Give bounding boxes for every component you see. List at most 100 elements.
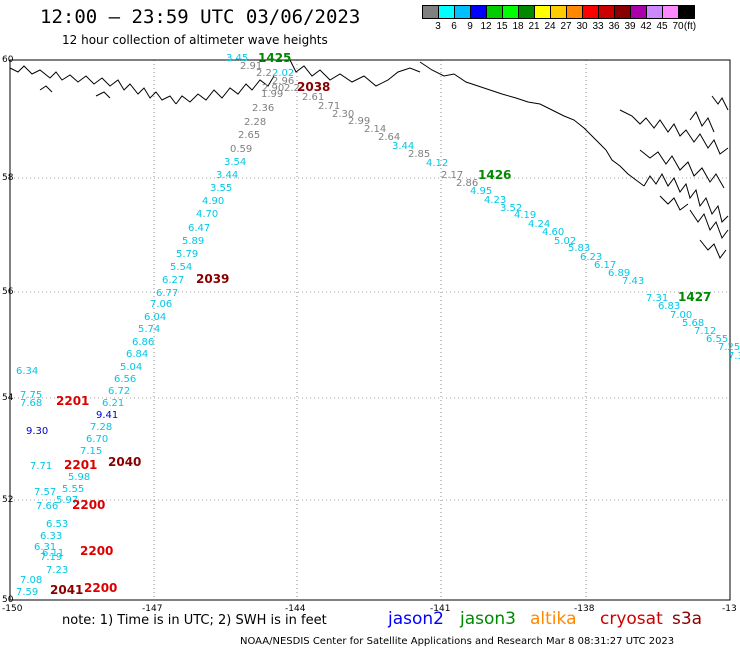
color-scale-tick: 21 [528, 21, 540, 32]
swh-value: 4.60 [542, 227, 564, 238]
swh-value: 5.83 [568, 243, 590, 254]
swh-value: 2.99 [348, 116, 370, 127]
swh-value: 2.17 [441, 170, 463, 181]
swh-value: 4.95 [470, 186, 492, 197]
track-cyan-b: 3.44 4.12 4.95 4.23 3.52 4.19 4.24 4.60 … [392, 141, 740, 362]
swh-value: 6.27 [162, 275, 184, 286]
time-label-cryosat: 2200 [80, 544, 113, 558]
swh-value: 6.77 [156, 288, 178, 299]
lat-label: 58 [2, 173, 14, 183]
swh-value: 6.72 [108, 386, 130, 397]
legend-s3a: s3a [672, 609, 703, 629]
legend-jason3: jason3 [460, 609, 516, 629]
color-scale-tick: 45 [656, 21, 668, 32]
swh-value: 4.23 [484, 195, 506, 206]
swh-value: 7.43 [622, 276, 644, 287]
swh-value: 6.23 [580, 252, 602, 263]
lon-label: -141 [430, 604, 450, 614]
swh-value: 6.04 [144, 312, 166, 323]
swh-value: 6.47 [188, 223, 210, 234]
swh-value: 6.21 [102, 398, 124, 409]
swh-value: 7.15 [80, 446, 102, 457]
time-label-jason3: 1427 [678, 290, 711, 304]
color-scale-tick: 30 [576, 21, 588, 32]
color-scale-tick: 39 [624, 21, 636, 32]
swh-value: 4.90 [202, 196, 224, 207]
color-scale-tick: 6 [451, 21, 457, 32]
graticule [10, 60, 730, 600]
lon-label: -150 [2, 604, 23, 614]
time-label-cryosat: 2201 [64, 458, 97, 472]
swh-value: 7.12 [694, 326, 716, 337]
swh-value: 7.3 [728, 351, 740, 362]
swh-value: 7.00 [670, 310, 692, 321]
swh-value: 3.52 [500, 203, 522, 214]
color-scale-tick: 12 [480, 21, 492, 32]
swh-value: 2.96 [272, 76, 294, 87]
swh-value: 6.84 [126, 349, 148, 360]
lon-label: -13 [722, 604, 737, 614]
track-gray-b: 2.61 2.71 2.30 2.99 2.14 2.64 2.85 2.17 … [302, 92, 478, 189]
swh-value: 2.90 [262, 83, 284, 94]
page-title: 12:00 – 23:59 UTC 03/06/2023 [40, 6, 361, 28]
swh-value: 2.65 [238, 130, 260, 141]
swh-value: 7.71 [30, 461, 52, 472]
latitude-labels: 60 58 56 54 52 50 [2, 55, 14, 605]
swh-value: 2.85 [408, 149, 430, 160]
legend-cryosat: cryosat [600, 609, 663, 629]
track-gray-a: 2.91 2.2 1.99 2.36 2.28 2.65 0.59 2.96 2… [230, 61, 300, 155]
swh-value: 5.02 [554, 236, 576, 247]
swh-value: 6.11 [42, 548, 64, 559]
swh-value: 2.30 [332, 109, 354, 120]
swh-value: 7.75 [20, 390, 42, 401]
swh-value: 7.68 [20, 398, 42, 409]
time-label-s3a: 2038 [297, 80, 330, 94]
swh-value: 6.89 [608, 268, 630, 279]
swh-value: 7.57 [34, 487, 56, 498]
swh-value: 3.45 [226, 53, 248, 64]
color-scale-tick: 24 [544, 21, 556, 32]
color-scale-tick: 15 [496, 21, 508, 32]
time-label-s3a: 2041 [50, 583, 83, 597]
swh-value: 7.25 [718, 342, 740, 353]
time-labels: 1425 1426 1427 2038 2039 2040 2041 2201 … [50, 51, 711, 597]
swh-value: 2.2 [284, 83, 300, 94]
swh-value: 2.36 [252, 103, 274, 114]
swh-value: 2.71 [318, 101, 340, 112]
swh-value: 3.44 [216, 170, 238, 181]
swh-value: 2.86 [456, 178, 478, 189]
swh-value: 7.06 [150, 299, 172, 310]
color-scale-tick: 18 [512, 21, 524, 32]
color-swatch [678, 5, 695, 19]
swh-value: 5.55 [62, 484, 84, 495]
swh-value: 2.28 [244, 117, 266, 128]
swh-value: 5.79 [176, 249, 198, 260]
color-scale-tick: 9 [467, 21, 473, 32]
time-label-jason3: 1426 [478, 168, 511, 182]
legend-jason2: jason2 [388, 609, 444, 629]
color-scale-bar [422, 5, 695, 19]
lon-label: -144 [285, 604, 306, 614]
color-scale-unit: (ft) [683, 21, 697, 32]
swh-value: 6.56 [114, 374, 136, 385]
color-scale-labels: 3 6 9 12 15 18 21 24 27 30 33 36 39 42 45 70 (ft) [422, 21, 740, 33]
swh-value: 2.02 [272, 68, 294, 79]
swh-value: 2.2 [256, 68, 272, 79]
color-scale-tick: 3 [435, 21, 441, 32]
credit-line: NOAA/NESDIS Center for Satellite Applica… [240, 636, 675, 647]
swh-value: 6.86 [132, 337, 154, 348]
swh-value: 1.99 [261, 89, 283, 100]
color-scale-tick: 36 [608, 21, 620, 32]
lon-label: -138 [574, 604, 595, 614]
swh-value: 7.08 [20, 575, 42, 586]
coastline [9, 59, 729, 259]
swh-value: 9.41 [96, 410, 118, 421]
time-label-jason3: 1425 [258, 51, 291, 65]
swh-value: 7.28 [90, 422, 112, 433]
swh-value: 7.66 [36, 501, 58, 512]
swh-value: 5.74 [138, 324, 160, 335]
swh-value: 5.04 [120, 362, 142, 373]
color-scale-tick: 70 [672, 21, 684, 32]
time-label-s3a: 2039 [196, 272, 229, 286]
